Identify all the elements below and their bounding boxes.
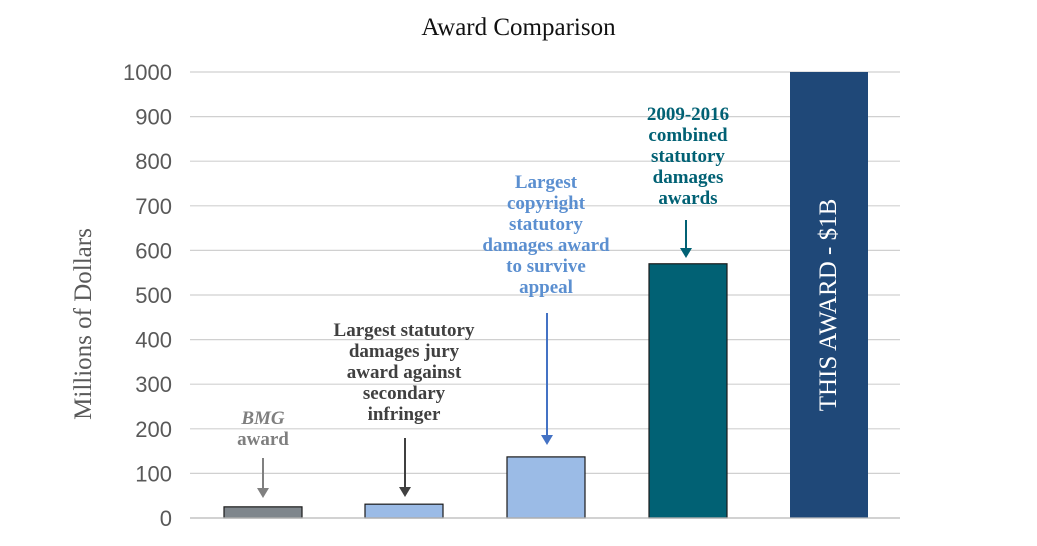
- annotation: BMG award: [237, 408, 289, 450]
- annotation-line: combined: [648, 125, 728, 146]
- bar: [506, 456, 586, 519]
- y-axis-label: Millions of Dollars: [70, 228, 97, 420]
- y-tick-label: 100: [135, 461, 172, 486]
- y-tick-label: 200: [135, 417, 172, 442]
- annotation-line: damages award: [482, 235, 610, 256]
- annotation: Largest statutory damages jury award again…: [334, 320, 475, 425]
- y-tick-label: 500: [135, 283, 172, 308]
- annotation-line: copyright: [506, 193, 586, 214]
- bar-label-this-award: THIS AWARD - $1B: [815, 198, 842, 412]
- arrow-head: [541, 435, 553, 445]
- arrow-head: [399, 487, 411, 497]
- annotation: Largest copyright statutory damages award to…: [482, 172, 609, 298]
- annotation-line: BMG: [241, 408, 285, 429]
- chart-title: Award Comparison: [421, 14, 616, 41]
- annotation-line: 2009-2016: [646, 104, 730, 125]
- annotation-line: statutory: [509, 214, 583, 235]
- annotation-line: award against: [346, 362, 462, 383]
- annotation-line: secondary: [362, 383, 446, 404]
- annotation-line: Largest: [514, 172, 578, 193]
- bar: [648, 263, 728, 519]
- annotation-line: award: [237, 429, 289, 450]
- y-tick-label: 1000: [123, 60, 172, 85]
- y-tick-label: 700: [135, 194, 172, 219]
- bar: [364, 503, 444, 519]
- annotation: 2009-2016 combined statutory damages awards: [647, 104, 729, 209]
- annotation-line: appeal: [519, 277, 573, 298]
- y-tick-label: 0: [160, 506, 172, 531]
- bar: [223, 506, 303, 519]
- y-tick-label: 400: [135, 328, 172, 353]
- annotation-line: Largest statutory: [333, 320, 475, 341]
- y-tick-label: 600: [135, 238, 172, 263]
- annotation-line: to survive: [506, 256, 586, 277]
- annotation-line: damages jury: [348, 341, 460, 362]
- arrow-head: [680, 248, 692, 258]
- bar: [790, 72, 868, 518]
- annotation-line: infringer: [367, 404, 441, 425]
- y-tick-label: 800: [135, 149, 172, 174]
- y-tick-label: 300: [135, 372, 172, 397]
- annotation-line: damages: [652, 167, 724, 188]
- annotation-line: statutory: [651, 146, 725, 167]
- annotation-line: awards: [658, 188, 718, 209]
- y-tick-label: 900: [135, 105, 172, 130]
- arrow-head: [257, 488, 269, 498]
